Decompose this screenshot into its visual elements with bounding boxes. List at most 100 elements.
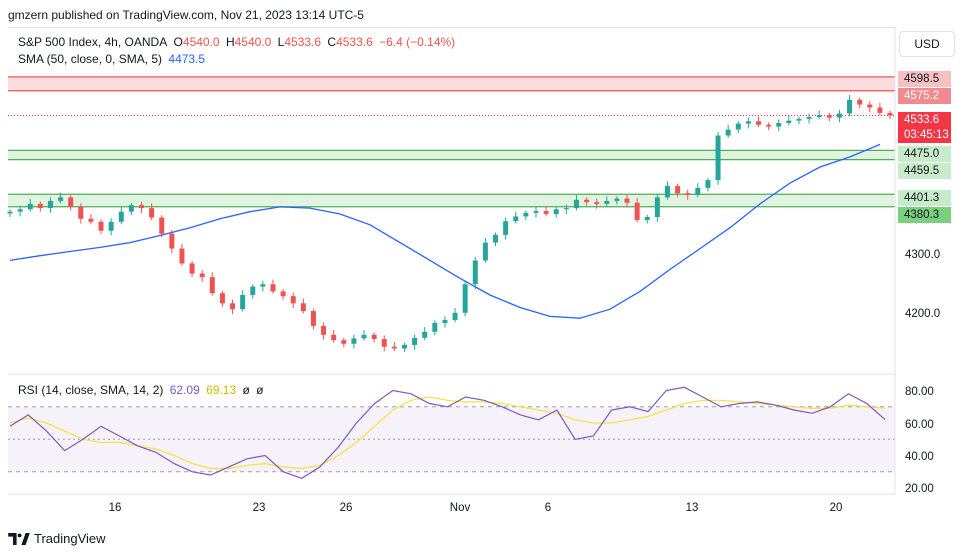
- resistance-bottom-tag: 4575.2: [898, 88, 951, 104]
- resistance-top-tag: 4598.5: [898, 71, 951, 87]
- candle: [401, 344, 407, 349]
- high-label: H: [225, 35, 235, 49]
- sma-value: 4473.5: [168, 52, 206, 66]
- candle: [310, 311, 316, 326]
- candle: [462, 284, 468, 313]
- candle: [280, 291, 286, 297]
- candle: [796, 118, 802, 121]
- candle: [543, 211, 549, 215]
- candle: [351, 338, 357, 344]
- rsi-label: RSI (14, close, SMA, 14, 2): [18, 383, 164, 397]
- date-tick: 16: [108, 502, 122, 514]
- price-tick: 4300.0: [905, 249, 941, 261]
- candle: [108, 221, 114, 231]
- close-value: 4533.6: [336, 35, 373, 49]
- candle: [169, 233, 175, 249]
- candle: [300, 303, 306, 312]
- candle: [47, 200, 53, 209]
- candle: [756, 121, 762, 125]
- candle: [58, 197, 64, 201]
- candle: [816, 115, 822, 118]
- low-label: L: [277, 35, 285, 49]
- countdown-tag: 03:45:13: [898, 127, 951, 143]
- close-label: C: [327, 35, 337, 49]
- candle: [472, 260, 478, 285]
- candle: [705, 180, 711, 188]
- chart-frame: [8, 27, 895, 523]
- candle: [634, 202, 640, 220]
- candle: [260, 284, 266, 287]
- candle: [624, 198, 630, 203]
- date-tick: 23: [252, 502, 266, 514]
- candle: [422, 331, 428, 338]
- rsi-tick: 40.00: [905, 451, 934, 463]
- brand-label: TradingView: [34, 531, 106, 546]
- rsi-tick: 80.00: [905, 386, 934, 398]
- sma-label: SMA (50, close, 0, SMA, 5): [18, 52, 163, 66]
- candle: [381, 338, 387, 347]
- high-value: 4540.0: [234, 35, 272, 49]
- rsi-legend: RSI (14, close, SMA, 14, 2) 62.09 69.13 …: [18, 383, 267, 397]
- candle: [664, 186, 670, 198]
- tradingview-brand[interactable]: TradingView: [8, 531, 106, 546]
- candle: [27, 203, 33, 210]
- candle: [331, 334, 337, 341]
- candle: [715, 135, 721, 181]
- candle: [209, 277, 215, 294]
- candle: [452, 312, 458, 320]
- date-tick: 26: [339, 502, 353, 514]
- price-tick: 4200.0: [905, 308, 941, 320]
- support-zone: [8, 150, 895, 160]
- candle: [644, 217, 650, 220]
- candle: [826, 115, 832, 118]
- candle: [341, 340, 347, 344]
- candle: [37, 203, 43, 209]
- sma-legend: SMA (50, close, 0, SMA, 5) 4473.5: [18, 52, 208, 66]
- candle: [321, 325, 327, 335]
- candle: [189, 263, 195, 274]
- candle: [138, 205, 144, 209]
- candle: [128, 205, 134, 212]
- candle: [17, 209, 23, 212]
- rsi-tick: 60.00: [905, 419, 934, 431]
- tradingview-logo-icon: [8, 532, 30, 545]
- candle: [270, 284, 276, 292]
- candle: [735, 123, 741, 130]
- candle: [553, 209, 559, 215]
- price-legend: S&P 500 Index, 4h, OANDA O4540.0 H4540.0…: [18, 35, 458, 49]
- resistance-zone: [8, 76, 895, 91]
- candle: [513, 216, 519, 222]
- candle: [159, 217, 165, 234]
- candle: [847, 99, 853, 114]
- candle: [654, 197, 660, 218]
- rsi-value: 62.09: [169, 383, 200, 397]
- last-price-tag: 4533.6: [898, 112, 951, 128]
- candle: [98, 221, 104, 231]
- rsi-ma-value: 69.13: [206, 383, 237, 397]
- candle: [250, 286, 256, 295]
- candle: [88, 218, 94, 222]
- candle: [240, 294, 246, 310]
- date-tick: 20: [829, 502, 843, 514]
- low-value: 4533.6: [284, 35, 322, 49]
- support-zone: [8, 194, 895, 207]
- rsi-band: [8, 406, 895, 472]
- candle: [412, 337, 418, 345]
- candle: [867, 104, 873, 108]
- candle: [149, 208, 155, 218]
- candle: [391, 346, 397, 349]
- date-tick: Nov: [449, 502, 471, 514]
- candle: [887, 112, 893, 116]
- open-label: O: [173, 35, 183, 49]
- candle: [594, 202, 600, 204]
- candle: [118, 211, 124, 222]
- open-value: 4540.0: [182, 35, 220, 49]
- candle: [604, 200, 610, 204]
- candle: [584, 199, 590, 203]
- date-tick: 13: [685, 502, 699, 514]
- candle: [219, 293, 225, 304]
- currency-button[interactable]: USD: [899, 31, 955, 57]
- support2-top-tag: 4401.3: [898, 190, 951, 206]
- publisher-header: gmzern published on TradingView.com, Nov…: [8, 8, 364, 22]
